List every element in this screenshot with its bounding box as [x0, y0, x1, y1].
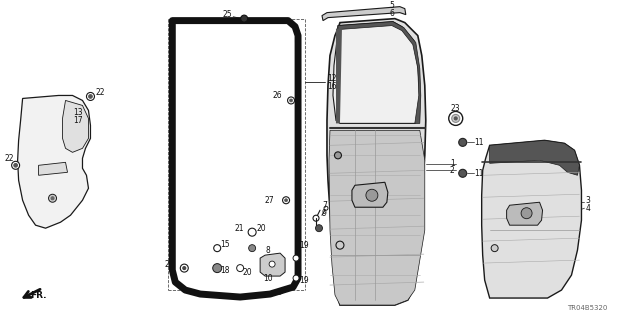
Text: 27: 27 [264, 196, 274, 205]
Polygon shape [322, 7, 406, 21]
Text: FR.: FR. [31, 291, 47, 300]
Text: 12: 12 [327, 74, 337, 83]
Polygon shape [172, 19, 298, 297]
Polygon shape [352, 182, 388, 207]
Polygon shape [490, 140, 579, 175]
Polygon shape [260, 253, 285, 276]
Text: 22: 22 [95, 88, 105, 97]
Text: 5: 5 [389, 1, 394, 10]
Text: 4: 4 [586, 204, 590, 213]
Circle shape [248, 228, 256, 236]
Circle shape [51, 197, 54, 200]
Text: 28: 28 [164, 260, 174, 269]
Text: 11: 11 [475, 138, 484, 147]
Circle shape [521, 208, 532, 219]
Circle shape [269, 261, 275, 267]
Text: 22: 22 [4, 154, 14, 163]
Circle shape [459, 138, 467, 146]
Polygon shape [338, 22, 420, 123]
Text: 17: 17 [74, 116, 83, 125]
Circle shape [324, 206, 328, 210]
Circle shape [449, 111, 463, 125]
Text: 1: 1 [450, 159, 455, 168]
Text: 26: 26 [273, 91, 282, 100]
Polygon shape [329, 130, 425, 305]
Text: 7: 7 [322, 201, 327, 210]
Polygon shape [333, 22, 420, 123]
Circle shape [289, 99, 292, 102]
Text: 19: 19 [299, 241, 308, 250]
Text: 13: 13 [74, 108, 83, 117]
Circle shape [183, 267, 186, 270]
Circle shape [180, 264, 188, 272]
Polygon shape [327, 19, 426, 305]
Polygon shape [38, 162, 67, 175]
Text: 15: 15 [220, 240, 230, 249]
Circle shape [14, 164, 17, 167]
Circle shape [452, 115, 460, 122]
Circle shape [12, 161, 20, 169]
Text: 6: 6 [389, 9, 394, 18]
Circle shape [293, 255, 299, 261]
Polygon shape [18, 95, 90, 228]
Circle shape [316, 225, 323, 232]
Text: 11: 11 [475, 169, 484, 178]
Circle shape [454, 117, 457, 120]
Polygon shape [507, 202, 543, 225]
Circle shape [241, 15, 248, 22]
Circle shape [237, 265, 244, 271]
Circle shape [459, 169, 467, 177]
Text: 20: 20 [242, 268, 252, 277]
Circle shape [214, 245, 221, 252]
Text: 8: 8 [266, 246, 271, 255]
Circle shape [335, 152, 342, 159]
Text: TR04B5320: TR04B5320 [568, 305, 608, 311]
Circle shape [212, 263, 221, 273]
Circle shape [249, 245, 255, 252]
Circle shape [287, 97, 294, 104]
Circle shape [283, 197, 289, 204]
Text: 20: 20 [256, 224, 266, 233]
Text: 2: 2 [450, 166, 455, 175]
Circle shape [89, 95, 92, 98]
Circle shape [293, 275, 299, 281]
Polygon shape [63, 100, 88, 152]
Polygon shape [336, 29, 342, 123]
Circle shape [491, 245, 498, 252]
Circle shape [366, 189, 378, 201]
Text: 18: 18 [220, 266, 230, 275]
Circle shape [49, 194, 56, 202]
Polygon shape [482, 140, 582, 298]
Circle shape [285, 199, 287, 202]
Text: 3: 3 [586, 196, 590, 205]
Circle shape [336, 241, 344, 249]
Text: 21: 21 [235, 224, 244, 233]
Text: 19: 19 [299, 276, 308, 285]
Polygon shape [179, 29, 294, 289]
Text: 25: 25 [223, 10, 232, 19]
Text: 16: 16 [327, 82, 337, 91]
Text: 23: 23 [451, 104, 461, 113]
Text: 10: 10 [263, 274, 273, 283]
Circle shape [86, 93, 95, 100]
Text: 9: 9 [322, 209, 327, 218]
Circle shape [313, 215, 319, 221]
